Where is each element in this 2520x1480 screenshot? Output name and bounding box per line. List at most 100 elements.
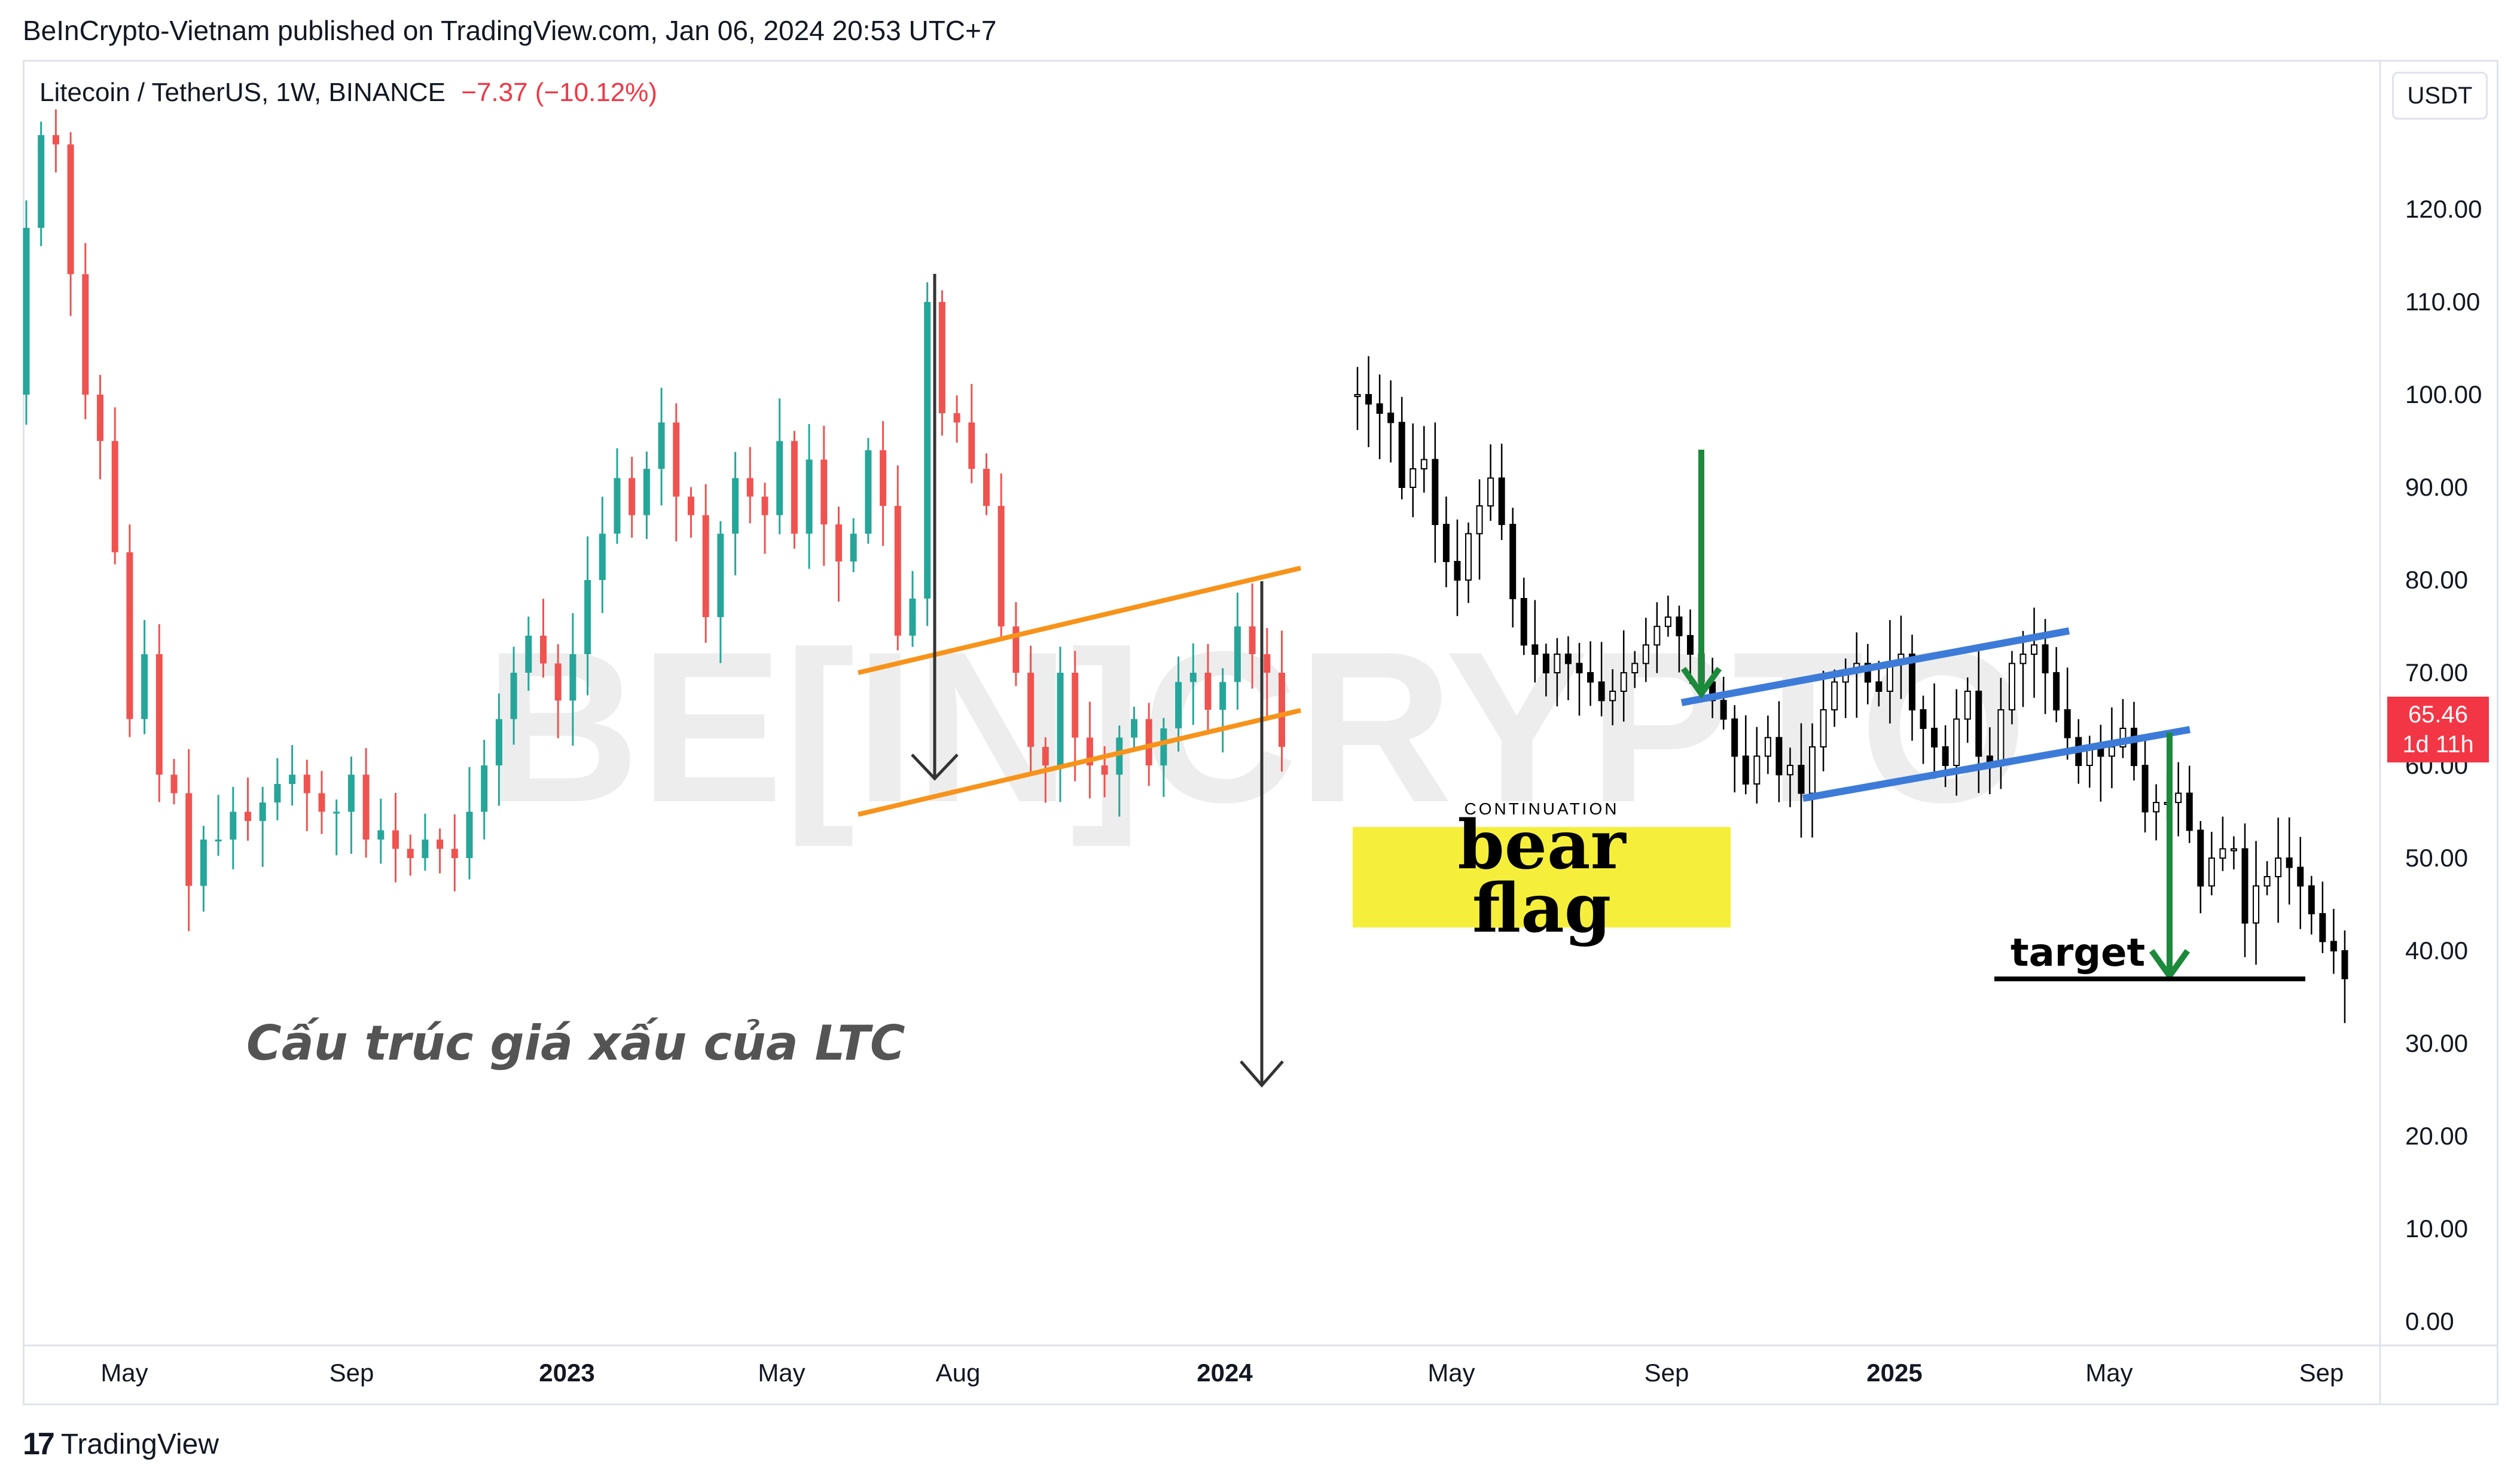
candle-body <box>1160 728 1167 765</box>
candle-body <box>1487 477 1494 506</box>
candle-body <box>1072 673 1079 738</box>
tradingview-brand: TradingView <box>60 1428 219 1460</box>
bar-countdown: 1d 11h <box>2402 731 2474 758</box>
symbol-title: Litecoin / TetherUS, 1W, BINANCE <box>39 78 446 107</box>
candle-body <box>392 830 399 849</box>
candle-body <box>1975 691 1982 757</box>
candle-body <box>215 840 222 841</box>
candle-body <box>1742 755 1749 785</box>
candle-body <box>23 228 30 395</box>
time-tick-label: May <box>758 1359 805 1387</box>
currency-button[interactable]: USDT <box>2392 72 2488 120</box>
candle-body <box>2241 848 2249 924</box>
time-tick-label: May <box>1427 1359 1475 1387</box>
time-tick-label: Sep <box>2299 1359 2344 1387</box>
candle-body <box>1875 681 1883 692</box>
price-tick-label: 70.00 <box>2405 658 2468 686</box>
symbol-legend: Litecoin / TetherUS, 1W, BINANCE −7.37 (… <box>39 78 657 108</box>
time-tick-label: Aug <box>936 1359 981 1387</box>
candle-body <box>614 478 621 534</box>
candle-body <box>1145 719 1152 765</box>
candle-body <box>1365 394 1372 405</box>
candle-body <box>717 533 724 617</box>
candle-body <box>938 302 945 413</box>
candle-body <box>347 774 355 812</box>
candle-body <box>52 135 59 145</box>
pattern-highlight <box>1353 827 1731 927</box>
candle-body <box>599 533 606 580</box>
target-label: target <box>2010 931 2145 975</box>
candle-body <box>1175 682 1182 728</box>
candle-body <box>1531 644 1539 655</box>
candle-body <box>1442 524 1450 562</box>
candle-body <box>38 135 45 228</box>
candle-body <box>2175 792 2182 803</box>
candle-body <box>1809 746 1816 794</box>
price-tick-label: 10.00 <box>2405 1214 2468 1243</box>
chart-pane[interactable] <box>23 60 2498 1405</box>
time-tick-label: 2023 <box>539 1359 594 1387</box>
flag-lower-line <box>1802 726 2191 802</box>
candle-body <box>1931 728 1938 747</box>
candle-body <box>1279 673 1285 747</box>
candles-group <box>23 109 1285 932</box>
candle-body <box>481 765 488 812</box>
candle-body <box>2053 672 2060 710</box>
candle-body <box>2330 941 2337 951</box>
candle-body <box>1420 459 1427 469</box>
tradingview-footer[interactable]: 17 TradingView <box>23 1426 219 1462</box>
candle-body <box>1620 672 1627 692</box>
last-price-badge: 65.46 1d 11h <box>2387 697 2489 762</box>
candle-body <box>1942 746 1949 766</box>
candle-body <box>1354 394 1361 397</box>
candle-body <box>1101 765 1108 775</box>
candle-body <box>2031 644 2038 655</box>
candle-body <box>289 774 296 784</box>
candle-body <box>1775 737 1783 776</box>
candle-body <box>1249 626 1256 654</box>
candle-body <box>1432 459 1439 525</box>
candle-body <box>688 496 694 515</box>
price-tick-label: 40.00 <box>2405 936 2468 965</box>
channel-lower-line <box>858 708 1301 817</box>
candle-body <box>1909 654 1915 710</box>
candle-body <box>1598 681 1605 701</box>
candle-body <box>2297 866 2304 887</box>
candle-body <box>2186 792 2193 831</box>
candle-body <box>495 719 502 765</box>
candle-body <box>1376 403 1383 414</box>
candle-body <box>880 450 887 506</box>
candle-body <box>111 441 118 553</box>
candle-body <box>1764 737 1771 757</box>
candle-body <box>1476 505 1483 535</box>
flag-upper-line <box>1680 627 2070 706</box>
candle-body <box>1131 719 1137 738</box>
candle-body <box>2286 858 2293 868</box>
candle-body <box>1864 663 1871 683</box>
time-tick-label: May <box>100 1359 148 1387</box>
candle-body <box>407 849 414 858</box>
beincrypto-watermark: BE[IN]CRYPTO <box>484 607 2027 849</box>
time-tick-label: 2024 <box>1197 1359 1253 1387</box>
candle-body <box>2197 829 2204 887</box>
candle-body <box>584 580 591 654</box>
candle-body <box>1219 682 1227 710</box>
candle-body <box>97 395 103 441</box>
candle-body <box>569 654 576 701</box>
candle-body <box>1653 625 1661 646</box>
candle-body <box>732 478 739 534</box>
candle-body <box>1676 617 1683 636</box>
drop-arrow-long <box>1240 581 1284 1088</box>
candle-body <box>1554 654 1561 673</box>
price-tick-label: 100.00 <box>2405 380 2482 408</box>
candle-body <box>525 636 532 673</box>
candle-body <box>1410 468 1417 488</box>
candle-body <box>1731 718 1738 757</box>
candle-body <box>1564 654 1572 664</box>
candle-body <box>274 784 281 802</box>
candle-body <box>702 515 709 617</box>
candle-body <box>1387 413 1395 423</box>
candle-body <box>1189 673 1197 682</box>
candle-body <box>997 506 1005 627</box>
